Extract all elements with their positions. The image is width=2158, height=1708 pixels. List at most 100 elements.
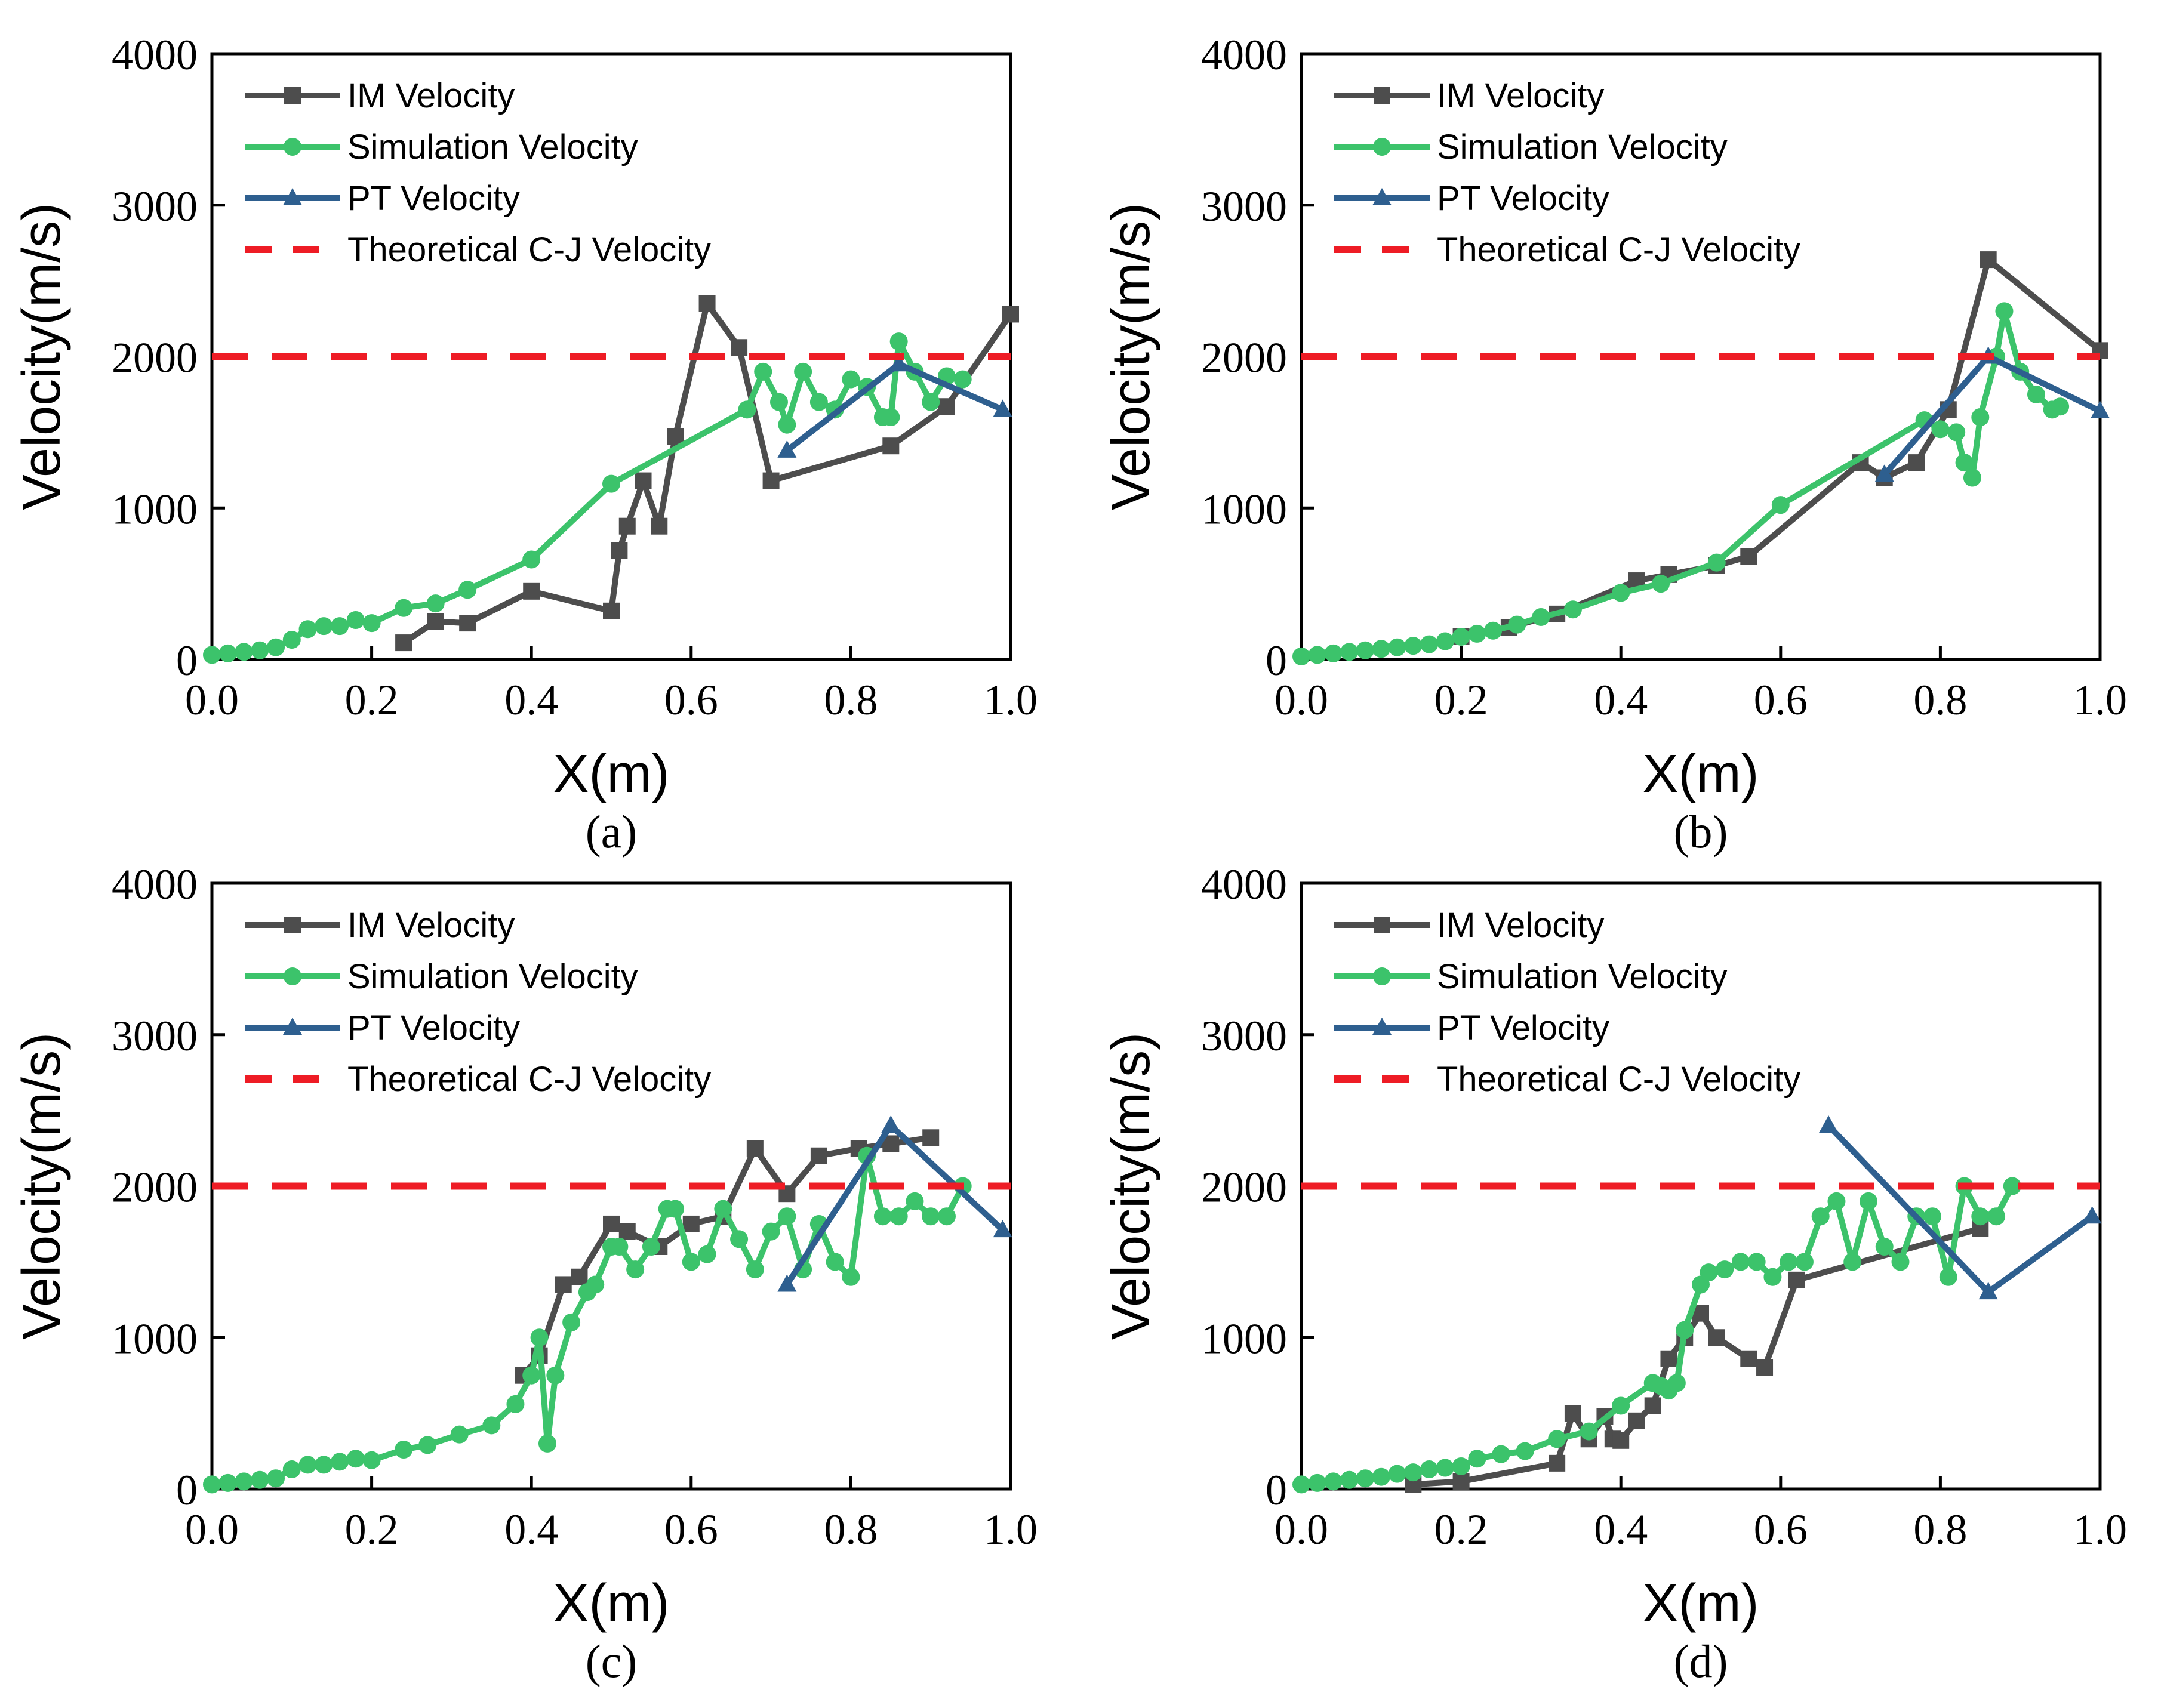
y-tick-label: 0 (176, 1466, 198, 1514)
data-point (698, 295, 716, 312)
data-point (1356, 1469, 1375, 1488)
data-point (346, 1450, 365, 1468)
data-point (1756, 1359, 1774, 1376)
data-point (626, 1260, 645, 1279)
data-point (1612, 1432, 1630, 1449)
x-tick-label: 0.6 (1754, 1506, 1808, 1553)
data-point (571, 1268, 588, 1285)
legend-marker (1374, 87, 1390, 104)
data-point (889, 1207, 908, 1226)
data-point (754, 362, 772, 381)
x-tick-label: 0.4 (504, 1506, 558, 1553)
data-point (235, 1472, 253, 1491)
data-point (298, 620, 317, 639)
data-point (1548, 1430, 1566, 1448)
series-line (1301, 308, 2061, 659)
series-pt-velocity (777, 354, 1012, 458)
legend-label: PT Velocity (1437, 1009, 1609, 1047)
legend-label: PT Velocity (1437, 179, 1609, 218)
data-point (1978, 1282, 1998, 1300)
data-point (1987, 1207, 2006, 1226)
data-point (1580, 1422, 1598, 1441)
y-tick-label: 2000 (1201, 334, 1287, 382)
series-simulation-velocity (203, 332, 972, 664)
legend-label: Theoretical C-J Velocity (347, 1060, 711, 1099)
data-point (362, 614, 381, 633)
data-point (218, 644, 237, 662)
data-point (1875, 1238, 1894, 1256)
data-point (809, 393, 828, 411)
data-point (922, 1129, 940, 1146)
panel-caption: (a) (586, 806, 638, 858)
data-point (826, 1253, 844, 1271)
x-tick-label: 0.8 (824, 1506, 878, 1553)
data-point (482, 1416, 501, 1435)
data-point (1404, 637, 1423, 655)
y-tick-label: 2000 (112, 334, 198, 382)
data-point (1468, 1450, 1486, 1468)
x-tick-label: 0.2 (1434, 1506, 1488, 1553)
data-point (1780, 1253, 1798, 1271)
data-point (251, 641, 269, 659)
data-point (1324, 644, 1343, 662)
data-point (2003, 1177, 2021, 1195)
x-tick-label: 0.8 (1913, 676, 1967, 724)
data-point (746, 1140, 764, 1157)
data-point (331, 617, 349, 636)
x-tick-label: 0.2 (345, 1506, 399, 1553)
legend-marker (284, 138, 301, 156)
data-point (267, 1469, 285, 1488)
data-point (777, 1274, 797, 1292)
data-point (603, 1215, 620, 1232)
series-im-velocity (515, 1129, 940, 1384)
data-point (1292, 647, 1310, 665)
data-point (218, 1473, 237, 1492)
data-point (1788, 1271, 1805, 1288)
data-point (1731, 1253, 1750, 1271)
legend-label: Simulation Velocity (347, 957, 638, 996)
legend: IM Velocity Simulation Velocity PT Velocit… (245, 906, 711, 1099)
data-point (1963, 468, 1981, 487)
data-point (778, 415, 796, 434)
data-point (730, 1230, 749, 1248)
data-point (1549, 1454, 1566, 1472)
data-point (1612, 584, 1630, 602)
data-point (1707, 553, 1726, 572)
y-tick-label: 3000 (112, 183, 198, 230)
data-point (1436, 632, 1454, 650)
data-point (1955, 454, 1974, 472)
x-tick-label: 0.6 (664, 676, 718, 724)
data-point (1563, 600, 1582, 619)
legend-label: IM Velocity (1437, 906, 1604, 945)
data-point (1811, 1207, 1830, 1226)
data-point (603, 602, 620, 619)
data-point (562, 1313, 581, 1331)
panel-caption: (b) (1674, 806, 1728, 858)
data-point (395, 599, 413, 617)
data-point (810, 1147, 827, 1164)
data-point (1971, 408, 1990, 426)
y-tick-label: 2000 (112, 1164, 198, 1211)
legend-marker (1373, 967, 1391, 985)
legend-marker (284, 917, 301, 933)
data-point (993, 1220, 1012, 1238)
data-point (1404, 1463, 1423, 1482)
data-point (1716, 1260, 1734, 1279)
data-point (395, 634, 412, 652)
data-point (1340, 1470, 1359, 1489)
legend-marker (1372, 188, 1392, 205)
data-point (1763, 1268, 1782, 1286)
data-point (1308, 646, 1326, 664)
x-tick-label: 0.6 (664, 1506, 718, 1553)
data-point (1980, 251, 1997, 269)
data-point (1931, 420, 1950, 439)
legend-marker (1373, 138, 1391, 156)
legend-label: Theoretical C-J Velocity (1437, 230, 1800, 269)
data-point (1436, 1459, 1454, 1477)
data-point (395, 1441, 413, 1459)
data-point (922, 1207, 940, 1226)
data-point (777, 440, 797, 458)
data-point (1612, 1396, 1630, 1415)
data-point (427, 613, 444, 630)
data-point (1874, 464, 1894, 482)
